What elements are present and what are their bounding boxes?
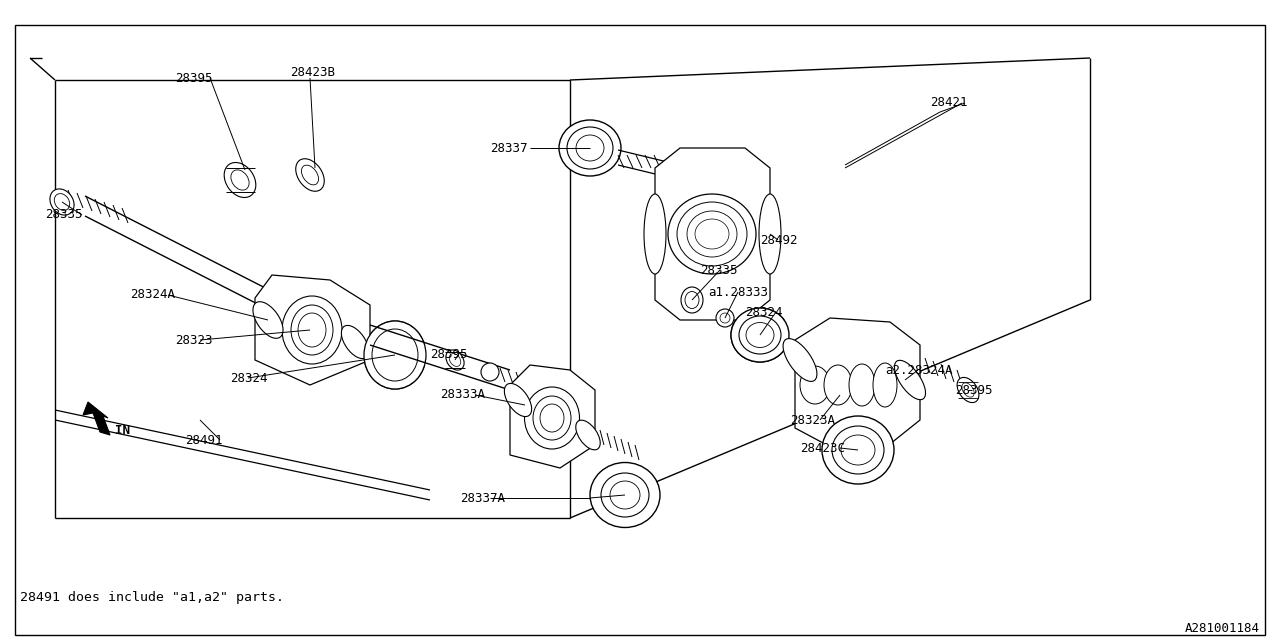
Text: 28395: 28395 (430, 349, 467, 362)
Ellipse shape (282, 296, 342, 364)
Ellipse shape (849, 364, 876, 406)
Ellipse shape (302, 165, 319, 185)
Polygon shape (655, 148, 771, 320)
Ellipse shape (957, 378, 979, 403)
Ellipse shape (481, 363, 499, 381)
Ellipse shape (50, 189, 74, 215)
Text: 28491: 28491 (186, 433, 223, 447)
Text: 28323: 28323 (175, 333, 212, 346)
Ellipse shape (739, 316, 781, 354)
Ellipse shape (590, 463, 660, 527)
Ellipse shape (525, 387, 580, 449)
Text: a1.28333: a1.28333 (708, 285, 768, 298)
Ellipse shape (567, 127, 613, 169)
Ellipse shape (364, 321, 426, 389)
Text: 28337: 28337 (490, 141, 527, 154)
Ellipse shape (372, 329, 419, 381)
Text: A281001184: A281001184 (1185, 621, 1260, 634)
Ellipse shape (822, 416, 893, 484)
Text: 28491 does include "a1,a2" parts.: 28491 does include "a1,a2" parts. (20, 591, 284, 605)
Ellipse shape (644, 194, 666, 274)
Ellipse shape (895, 360, 925, 400)
Ellipse shape (291, 305, 333, 355)
Text: 28423C: 28423C (800, 442, 845, 454)
Text: 28324: 28324 (745, 305, 782, 319)
Text: 28395: 28395 (175, 72, 212, 84)
Ellipse shape (719, 313, 730, 323)
Ellipse shape (961, 383, 974, 397)
Ellipse shape (253, 301, 283, 339)
Polygon shape (255, 275, 370, 385)
Ellipse shape (759, 194, 781, 274)
Ellipse shape (746, 323, 774, 348)
Text: 28395: 28395 (955, 383, 992, 397)
Polygon shape (795, 318, 920, 452)
Ellipse shape (224, 163, 256, 198)
Ellipse shape (576, 420, 600, 450)
Ellipse shape (602, 473, 649, 517)
Ellipse shape (668, 194, 756, 274)
Ellipse shape (342, 325, 369, 358)
Ellipse shape (687, 211, 737, 257)
Ellipse shape (716, 309, 733, 327)
Text: 28335: 28335 (700, 264, 737, 276)
Ellipse shape (681, 287, 703, 313)
Text: 28324A: 28324A (131, 289, 175, 301)
Text: a2.28324A: a2.28324A (884, 364, 952, 376)
Text: 28333A: 28333A (440, 388, 485, 401)
Ellipse shape (298, 313, 326, 347)
Text: 28335: 28335 (45, 209, 82, 221)
Ellipse shape (230, 170, 250, 190)
Ellipse shape (677, 202, 748, 266)
Polygon shape (83, 402, 110, 435)
Ellipse shape (611, 481, 640, 509)
Ellipse shape (873, 363, 897, 407)
Text: 28337A: 28337A (460, 492, 506, 504)
Ellipse shape (824, 365, 852, 405)
Ellipse shape (841, 435, 876, 465)
Ellipse shape (445, 350, 465, 370)
Text: 28324: 28324 (230, 371, 268, 385)
Text: 28323A: 28323A (790, 413, 835, 426)
Ellipse shape (296, 159, 324, 191)
Ellipse shape (504, 383, 531, 417)
Ellipse shape (695, 219, 730, 249)
Ellipse shape (731, 308, 788, 362)
Text: 28423B: 28423B (291, 65, 335, 79)
Text: IN: IN (115, 424, 131, 436)
Ellipse shape (576, 135, 604, 161)
Ellipse shape (54, 194, 69, 211)
Ellipse shape (532, 396, 571, 440)
Ellipse shape (685, 291, 699, 308)
Ellipse shape (449, 353, 461, 367)
Ellipse shape (832, 426, 884, 474)
Text: 28421: 28421 (931, 97, 968, 109)
Text: 28492: 28492 (760, 234, 797, 246)
Polygon shape (509, 365, 595, 468)
Ellipse shape (559, 120, 621, 176)
Ellipse shape (783, 339, 817, 381)
Ellipse shape (800, 366, 829, 404)
Ellipse shape (540, 404, 564, 432)
